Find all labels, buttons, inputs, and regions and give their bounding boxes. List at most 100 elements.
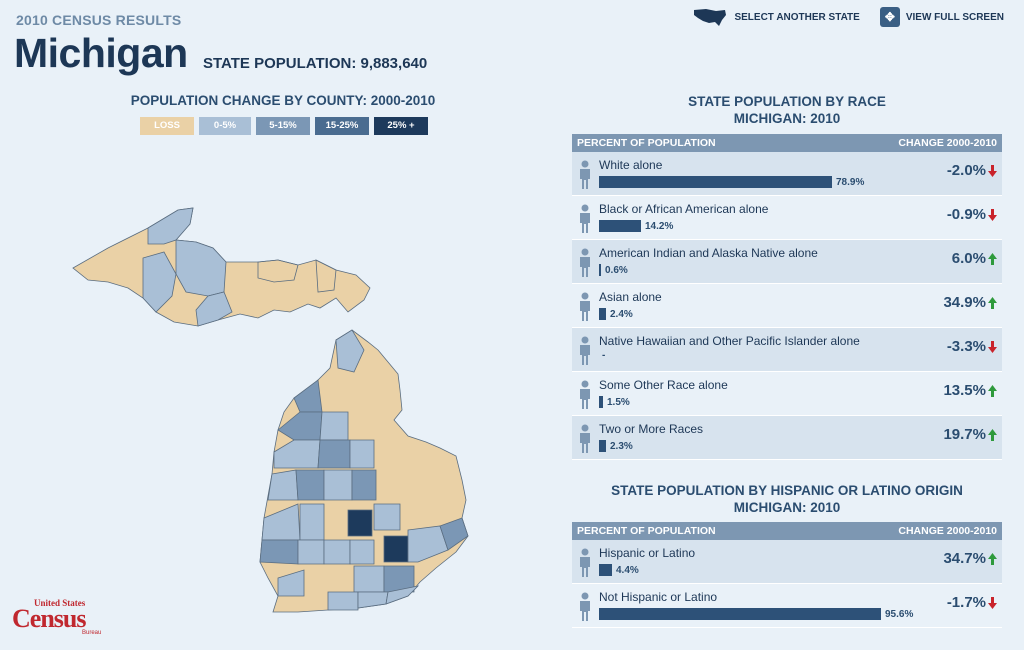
hispanic-change-value: 34.7% (943, 550, 986, 567)
county (327, 591, 359, 611)
race-label: Some Other Race alone (599, 378, 728, 392)
arrow-down-icon (988, 164, 997, 177)
race-percent: 2.4% (610, 309, 633, 320)
person-icon (580, 160, 590, 189)
race-title-line2: MICHIGAN: 2010 (733, 111, 841, 126)
person-icon (580, 204, 590, 233)
legend-15-25: 15-25% (315, 117, 369, 135)
county (315, 259, 337, 293)
county (383, 535, 409, 563)
race-change-value: 6.0% (951, 250, 986, 267)
hispanic-title-line1: STATE POPULATION BY HISPANIC OR LATINO O… (611, 483, 963, 498)
race-label: Asian alone (599, 290, 662, 304)
race-row: Some Other Race alone 1.5% 13.5% (572, 372, 1002, 416)
person-icon (580, 336, 590, 365)
county (297, 539, 325, 565)
race-bar (599, 220, 641, 232)
select-state-label: SELECT ANOTHER STATE (734, 11, 860, 23)
county (323, 469, 353, 501)
county (383, 565, 415, 593)
race-bar (599, 440, 606, 452)
race-bar (599, 264, 601, 276)
county (351, 469, 377, 501)
race-change-value: -0.9% (946, 206, 986, 223)
race-change: 34.9% (943, 294, 998, 311)
map-legend: LOSS 0-5% 5-15% 15-25% 25% + (140, 117, 428, 135)
county (347, 509, 373, 537)
county (349, 439, 375, 469)
county (295, 469, 325, 501)
race-table: PERCENT OF POPULATION CHANGE 2000-2010 W… (572, 134, 1002, 460)
top-links: SELECT ANOTHER STATE ✥ VIEW FULL SCREEN (692, 6, 1004, 28)
select-state-link[interactable]: SELECT ANOTHER STATE (692, 6, 860, 28)
county (353, 565, 385, 593)
legend-5-15: 5-15% (256, 117, 310, 135)
race-bar (599, 396, 603, 408)
race-change-value: 34.9% (943, 294, 986, 311)
county (293, 379, 323, 413)
legend-0-5: 0-5% (199, 117, 251, 135)
county (267, 469, 299, 501)
race-row: Two or More Races 2.3% 19.7% (572, 416, 1002, 460)
race-row: Asian alone 2.4% 34.9% (572, 284, 1002, 328)
hispanic-table: PERCENT OF POPULATION CHANGE 2000-2010 H… (572, 522, 1002, 628)
race-label: Native Hawaiian and Other Pacific Island… (599, 334, 860, 348)
race-change-value: 13.5% (943, 382, 986, 399)
county (257, 259, 299, 283)
county (323, 539, 351, 565)
census-title: 2010 CENSUS RESULTS (16, 12, 182, 28)
race-change: -3.3% (947, 338, 998, 355)
census-bureau-logo: United States Census Bureau (12, 598, 102, 638)
hispanic-change: 34.7% (943, 550, 998, 567)
race-label: American Indian and Alaska Native alone (599, 246, 818, 260)
hispanic-change-value: -1.7% (946, 594, 986, 611)
arrow-up-icon (988, 552, 997, 565)
arrow-down-icon (988, 596, 997, 609)
county (147, 207, 194, 245)
person-icon (580, 248, 590, 277)
person-icon (580, 292, 590, 321)
full-screen-link[interactable]: ✥ VIEW FULL SCREEN (879, 7, 1004, 27)
legend-25-plus: 25% + (374, 117, 428, 135)
michigan-county-map[interactable] (68, 200, 478, 620)
hispanic-col-left: PERCENT OF POPULATION (577, 525, 716, 537)
race-bar (599, 308, 606, 320)
race-row: Black or African American alone 14.2% -0.9… (572, 196, 1002, 240)
race-row: American Indian and Alaska Native alone 0… (572, 240, 1002, 284)
county (319, 411, 349, 441)
person-icon (580, 592, 590, 621)
arrow-up-icon (988, 296, 997, 309)
hispanic-table-header: PERCENT OF POPULATION CHANGE 2000-2010 (572, 522, 1002, 540)
arrow-down-icon (988, 208, 997, 221)
race-change: -0.9% (947, 206, 998, 223)
race-table-header: PERCENT OF POPULATION CHANGE 2000-2010 (572, 134, 1002, 152)
race-label: Two or More Races (599, 422, 704, 436)
county (317, 439, 351, 469)
hispanic-label: Not Hispanic or Latino (599, 590, 718, 604)
us-map-icon (694, 9, 727, 26)
person-icon (580, 380, 590, 409)
race-change-value: -2.0% (946, 162, 986, 179)
logo-bureau-text: Bureau (82, 630, 102, 636)
race-percent: 1.5% (607, 397, 630, 408)
hispanic-percent: 4.4% (616, 565, 639, 576)
arrow-up-icon (988, 384, 997, 397)
hispanic-row: Not Hispanic or Latino 95.6% -1.7% (572, 584, 1002, 628)
county (439, 517, 469, 551)
race-percent: 14.2% (645, 221, 674, 232)
logo-small-text: United States (34, 598, 86, 608)
race-change: 19.7% (943, 426, 998, 443)
state-population: STATE POPULATION: 9,883,640 (203, 55, 428, 72)
race-percent: - (602, 350, 606, 361)
race-change-value: 19.7% (943, 426, 986, 443)
arrow-down-icon (988, 340, 997, 353)
full-screen-label: VIEW FULL SCREEN (905, 11, 1004, 23)
legend-loss: LOSS (140, 117, 194, 135)
race-bar (599, 176, 832, 188)
map-title: POPULATION CHANGE BY COUNTY: 2000-2010 (130, 93, 436, 108)
hispanic-percent: 95.6% (885, 609, 914, 620)
hispanic-label: Hispanic or Latino (599, 546, 696, 560)
county (142, 251, 177, 313)
county (357, 591, 389, 609)
hispanic-title-line2: MICHIGAN: 2010 (733, 500, 841, 515)
